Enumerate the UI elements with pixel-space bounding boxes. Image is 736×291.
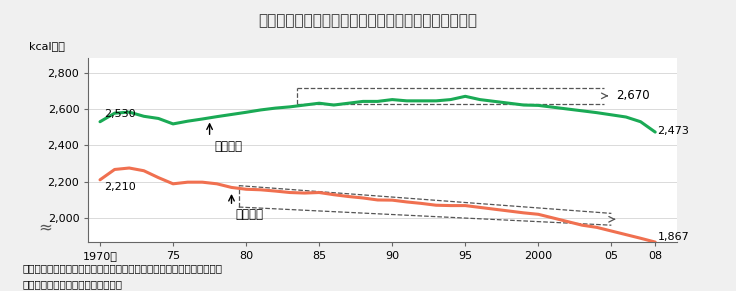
Text: 図２－１　国民１人当たり摂取熱量・供給熱量の推移: 図２－１ 国民１人当たり摂取熱量・供給熱量の推移 [258,14,478,29]
Text: 1,867: 1,867 [657,232,689,242]
Text: 注：供給熱量は年度ベースの数値: 注：供給熱量は年度ベースの数値 [22,279,122,289]
Text: 供給熱量: 供給熱量 [214,140,242,153]
Text: ≈: ≈ [38,219,52,237]
Text: 資料：農林水産省「食料需給表」、厚生労働省「国民健康・栄養調査」: 資料：農林水産省「食料需給表」、厚生労働省「国民健康・栄養調査」 [22,263,222,273]
Text: kcal／日: kcal／日 [29,41,66,51]
Text: 2,210: 2,210 [105,182,136,192]
Text: 2,670: 2,670 [616,88,649,102]
Text: 2,473: 2,473 [657,126,690,136]
Text: 2,530: 2,530 [105,109,136,119]
Text: 摂取熱量: 摂取熱量 [236,208,264,221]
